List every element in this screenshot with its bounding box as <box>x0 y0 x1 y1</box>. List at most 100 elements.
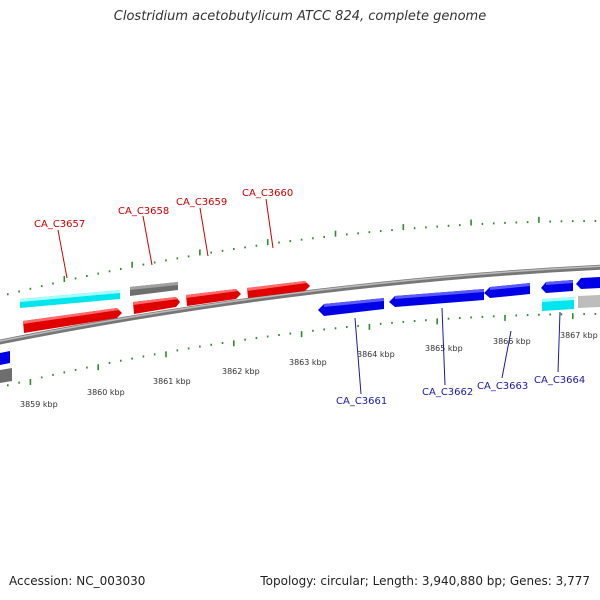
major-tick <box>97 364 99 371</box>
minor-tick <box>402 320 405 323</box>
minor-tick <box>7 293 9 296</box>
minor-tick <box>346 233 348 236</box>
forward-gene-labels: CA_C3657 CA_C3658 CA_C3659 CA_C3660 <box>34 188 293 279</box>
minor-tick <box>447 224 450 227</box>
kbp-label: 3859 kbp <box>20 400 58 409</box>
minor-tick <box>470 316 472 319</box>
gene-label[interactable]: CA_C3662 <box>422 387 473 398</box>
minor-tick <box>7 384 9 387</box>
gene-label[interactable]: CA_C3657 <box>34 219 85 230</box>
minor-tick <box>153 261 156 264</box>
minor-tick <box>515 314 518 317</box>
minor-tick <box>594 313 597 316</box>
minor-tick <box>187 347 190 350</box>
major-tick <box>63 275 66 282</box>
minor-tick <box>63 371 66 374</box>
minor-tick <box>210 251 212 254</box>
gene-arrow[interactable] <box>23 308 122 333</box>
forward-genes <box>20 281 310 333</box>
gene-arrow[interactable] <box>576 277 600 289</box>
minor-tick <box>29 287 32 290</box>
gene-arrow[interactable] <box>0 351 10 365</box>
minor-tick <box>515 221 518 224</box>
minor-tick <box>153 353 156 356</box>
minor-tick <box>233 248 235 251</box>
major-tick <box>334 230 337 237</box>
minor-tick <box>210 343 212 346</box>
inner-tick-row <box>7 313 597 387</box>
major-tick <box>29 378 32 385</box>
minor-tick <box>425 226 427 229</box>
gene-label[interactable]: CA_C3664 <box>534 375 585 386</box>
minor-tick <box>312 237 314 240</box>
minor-tick <box>436 225 438 228</box>
minor-tick <box>255 337 258 340</box>
minor-tick <box>278 333 280 336</box>
gene-label[interactable]: CA_C3658 <box>118 206 169 217</box>
minor-tick <box>244 338 246 341</box>
kbp-label: 3862 kbp <box>222 367 260 376</box>
minor-tick <box>447 317 450 320</box>
minor-tick <box>142 263 145 266</box>
major-tick <box>538 216 540 223</box>
major-tick <box>436 318 438 325</box>
minor-tick <box>538 313 540 316</box>
kbp-tick-labels: 3859 kbp 3860 kbp 3861 kbp 3862 kbp 3863… <box>20 331 598 409</box>
minor-tick <box>142 355 145 358</box>
minor-tick <box>108 361 111 364</box>
minor-tick <box>504 221 506 224</box>
minor-tick <box>549 313 551 316</box>
minor-tick <box>379 322 382 325</box>
gene-label[interactable]: CA_C3661 <box>336 396 387 407</box>
minor-tick <box>323 235 325 238</box>
minor-tick <box>413 320 416 323</box>
gene-label[interactable]: CA_C3659 <box>176 197 227 208</box>
minor-tick <box>86 366 88 369</box>
reverse-gene-labels: CA_C3661 CA_C3662 CA_C3663 CA_C3664 <box>336 307 585 407</box>
minor-tick <box>492 315 495 318</box>
gene-label[interactable]: CA_C3660 <box>242 188 293 199</box>
kbp-label: 3861 kbp <box>153 377 191 386</box>
kbp-label: 3866 kbp <box>493 337 531 346</box>
minor-tick <box>346 326 348 329</box>
minor-tick <box>391 229 393 232</box>
minor-tick <box>131 357 133 360</box>
outer-tick-row <box>7 216 597 296</box>
minor-tick <box>289 240 292 243</box>
minor-tick <box>459 317 461 320</box>
minor-tick <box>560 220 563 223</box>
minor-tick <box>391 321 393 324</box>
minor-tick <box>120 359 122 362</box>
kbp-label: 3863 kbp <box>289 358 327 367</box>
minor-tick <box>572 220 574 223</box>
minor-tick <box>97 272 99 275</box>
minor-tick <box>18 290 20 293</box>
major-tick <box>165 351 167 358</box>
minor-tick <box>549 220 551 223</box>
minor-tick <box>40 376 43 379</box>
major-tick <box>368 323 371 330</box>
gene-arrow[interactable] <box>247 281 310 298</box>
minor-tick <box>413 227 416 230</box>
major-tick <box>402 224 405 231</box>
major-tick <box>470 219 472 226</box>
gene-label[interactable]: CA_C3663 <box>477 381 528 392</box>
major-tick <box>233 340 235 347</box>
minor-tick <box>221 342 224 345</box>
gene-arrow[interactable] <box>186 289 241 306</box>
minor-tick <box>312 329 314 332</box>
major-tick <box>300 331 303 338</box>
major-tick <box>131 261 133 268</box>
gene-arrow[interactable] <box>578 295 600 308</box>
minor-tick <box>357 324 359 327</box>
minor-tick <box>74 277 77 280</box>
minor-tick <box>300 238 303 241</box>
minor-tick <box>278 241 280 244</box>
minor-tick <box>357 232 359 235</box>
minor-tick <box>120 268 122 270</box>
kbp-label: 3860 kbp <box>87 388 125 397</box>
minor-tick <box>334 327 337 330</box>
minor-tick <box>255 244 258 247</box>
major-tick <box>572 313 574 320</box>
